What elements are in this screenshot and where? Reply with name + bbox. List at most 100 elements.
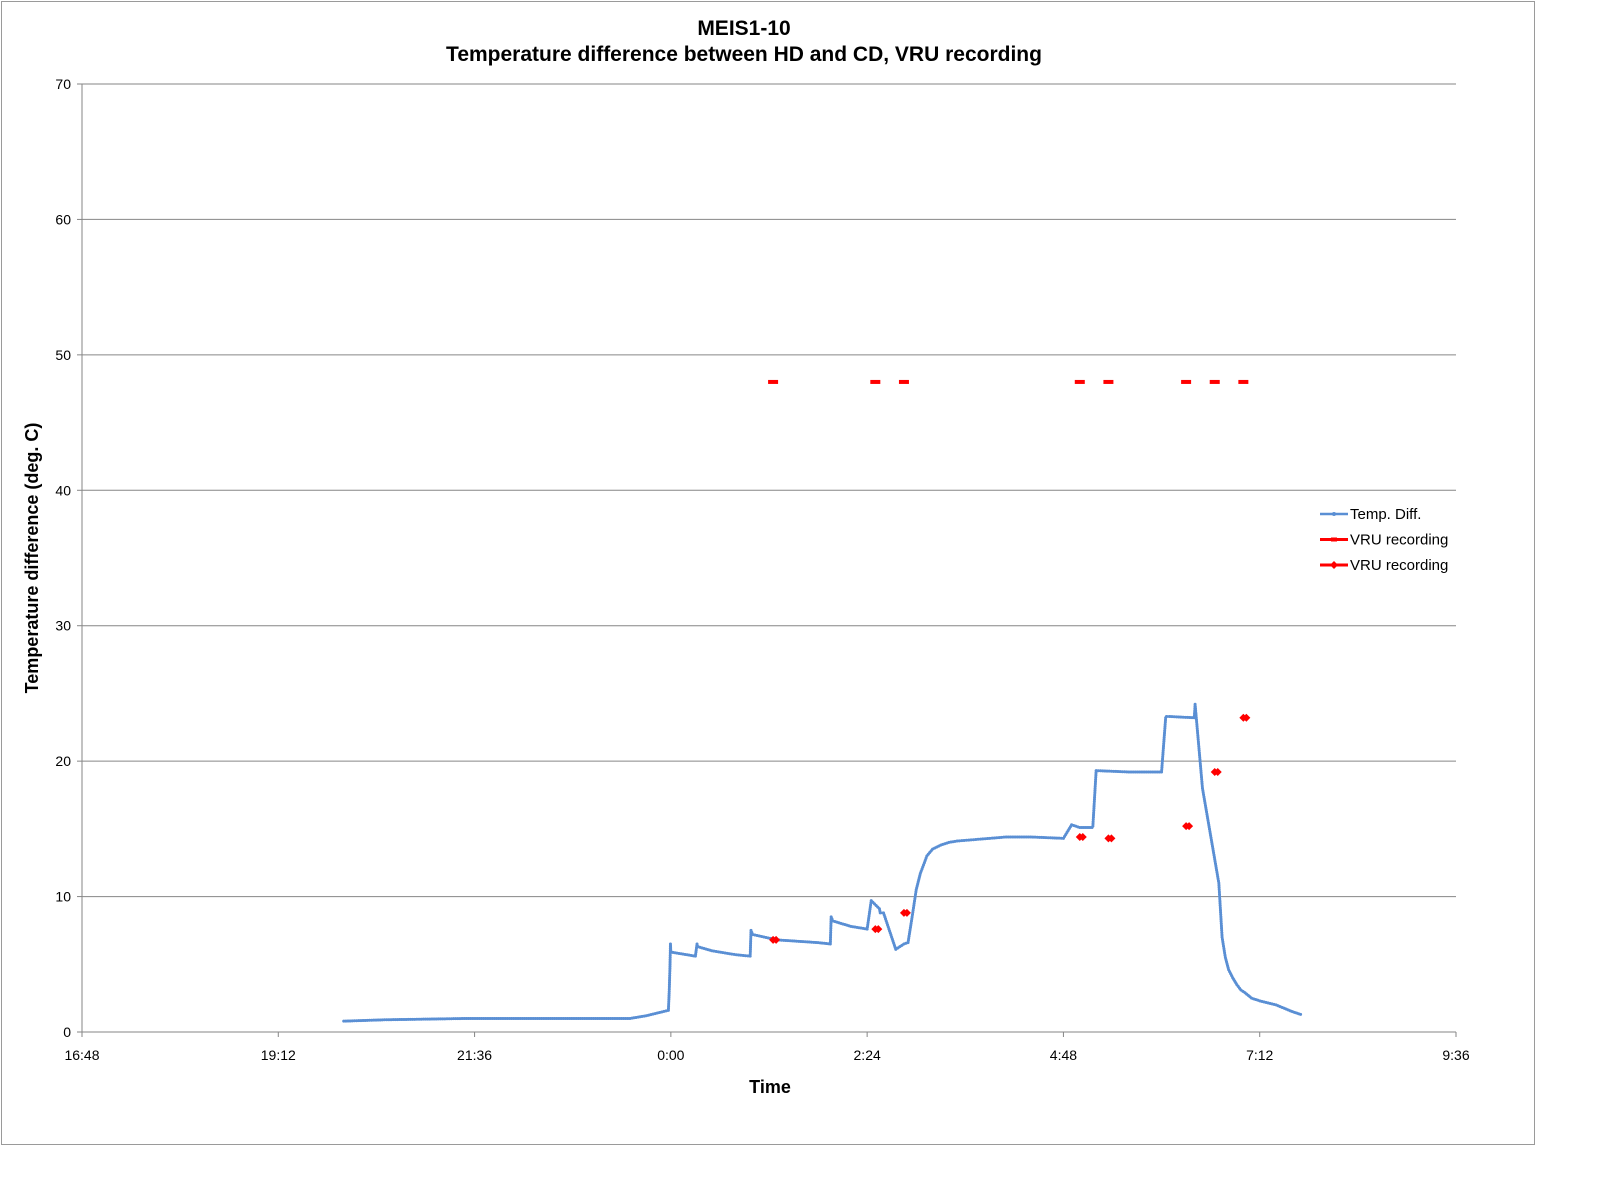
temp-diff-point <box>402 1017 406 1021</box>
temp-diff-point <box>393 1018 397 1022</box>
temp-diff-point <box>1199 766 1203 770</box>
temp-diff-point <box>828 937 832 941</box>
temp-diff-point <box>507 1016 511 1020</box>
temp-diff-point <box>866 923 870 927</box>
temp-diff-point <box>606 1016 610 1020</box>
temp-diff-point <box>737 953 741 957</box>
temp-diff-point <box>1223 953 1227 957</box>
temp-diff-point <box>667 991 671 995</box>
vru-dash-marker <box>870 379 881 384</box>
temp-diff-point <box>1020 835 1024 839</box>
temp-diff-point <box>538 1016 542 1020</box>
temp-diff-point <box>1194 711 1198 715</box>
temp-diff-point <box>668 971 672 975</box>
temp-diff-point <box>583 1016 587 1020</box>
temp-diff-point <box>421 1017 425 1021</box>
temp-diff-point <box>1161 753 1165 757</box>
temp-diff-point <box>983 837 987 841</box>
temp-diff-point <box>415 1017 419 1021</box>
temp-diff-point <box>589 1016 593 1020</box>
temp-diff-point <box>1299 1012 1303 1016</box>
temp-diff-point <box>746 954 750 958</box>
temp-diff-point <box>1220 933 1224 937</box>
temp-diff-point <box>546 1016 550 1020</box>
temp-diff-point <box>828 940 832 944</box>
temp-diff-point <box>613 1016 617 1020</box>
temp-diff-point <box>797 939 801 943</box>
temp-diff-point <box>748 950 752 954</box>
temp-diff-point <box>976 837 980 841</box>
temp-diff-point <box>913 895 917 899</box>
temp-diff-point <box>1092 797 1096 801</box>
temp-diff-point <box>432 1017 436 1021</box>
temp-diff-point <box>344 1019 348 1023</box>
x-tick-label: 4:48 <box>1050 1047 1077 1063</box>
vru-dash-marker <box>768 379 779 384</box>
legend: Temp. Diff. VRU recording VRU recording <box>1320 506 1448 574</box>
temp-diff-point <box>744 954 748 958</box>
temp-diff-point <box>1217 881 1221 885</box>
temp-diff-point <box>460 1017 464 1021</box>
temp-diff-point <box>350 1019 354 1023</box>
temp-diff-point <box>1093 789 1097 793</box>
temp-diff-point <box>555 1016 559 1020</box>
temp-diff-point <box>734 953 738 957</box>
temp-diff-point <box>604 1016 608 1020</box>
temp-diff-point <box>749 943 753 947</box>
temp-diff-point <box>550 1016 554 1020</box>
temp-diff-point <box>1092 804 1096 808</box>
temp-diff-point <box>1093 784 1097 788</box>
temp-diff-point <box>1013 835 1017 839</box>
temp-diff-point <box>668 962 672 966</box>
vru-dash-marker <box>1209 379 1220 384</box>
temp-diff-point <box>359 1019 363 1023</box>
temp-diff-point <box>1197 746 1201 750</box>
temp-diff-point <box>587 1016 591 1020</box>
temp-diff-point <box>1194 709 1198 713</box>
temp-diff-point <box>1092 809 1096 813</box>
legend-item: VRU recording <box>1320 557 1448 574</box>
temp-diff-point <box>1177 715 1181 719</box>
temp-diff-point <box>1179 715 1183 719</box>
temp-diff-point <box>1140 770 1144 774</box>
temp-diff-point <box>1199 773 1203 777</box>
temp-diff-point <box>1168 714 1172 718</box>
vru-diamond-marker <box>1210 767 1222 776</box>
temp-diff-point <box>1218 904 1222 908</box>
temp-diff-point <box>619 1016 623 1020</box>
temp-diff-point <box>912 901 916 905</box>
temp-diff-point <box>962 838 966 842</box>
x-tick-label: 0:00 <box>657 1047 684 1063</box>
x-tick-label: 19:12 <box>261 1047 296 1063</box>
temp-diff-point <box>391 1018 395 1022</box>
temp-diff-point <box>576 1016 580 1020</box>
temp-diff-point <box>1163 718 1167 722</box>
temp-diff-point <box>667 989 671 993</box>
temp-diff-point <box>443 1017 447 1021</box>
temp-diff-point <box>473 1016 477 1020</box>
temp-diff-point <box>1160 761 1164 765</box>
temp-diff-point <box>342 1019 346 1023</box>
legend-swatch-marker <box>1330 561 1338 569</box>
temp-diff-point <box>1094 775 1098 779</box>
temp-diff-point <box>1197 751 1201 755</box>
temp-diff-point <box>1195 727 1199 731</box>
temp-diff-point <box>1055 836 1059 840</box>
temp-diff-point <box>1194 716 1198 720</box>
temp-diff-point <box>801 940 805 944</box>
temp-diff-point <box>914 892 918 896</box>
vru-dash-marker <box>898 379 909 384</box>
temp-diff-point <box>714 949 718 953</box>
temp-diff-point <box>1219 910 1223 914</box>
vru-dash-marker <box>1238 379 1249 384</box>
temp-diff-point <box>1172 715 1176 719</box>
temp-diff-point <box>1196 738 1200 742</box>
temp-diff-point <box>1195 724 1199 728</box>
temp-diff-point <box>398 1018 402 1022</box>
temp-diff-point <box>1219 915 1223 919</box>
temp-diff-point <box>981 837 985 841</box>
temp-diff-point <box>1091 824 1095 828</box>
temp-diff-point <box>748 954 752 958</box>
temp-diff-point <box>531 1016 535 1020</box>
temp-diff-point <box>1164 714 1168 718</box>
